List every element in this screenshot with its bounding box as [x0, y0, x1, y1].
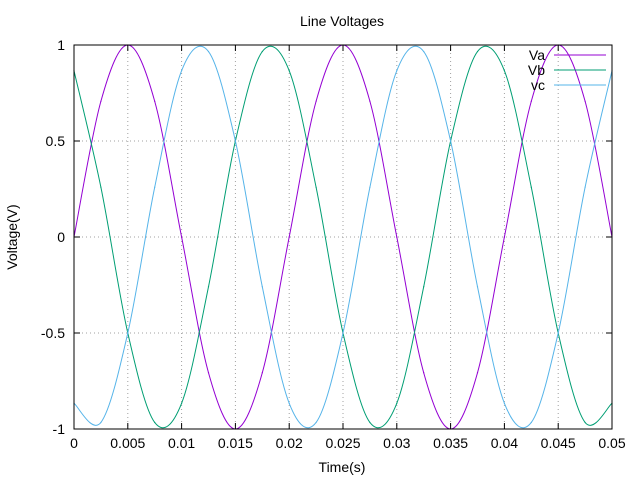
x-tick-label: 0.015 — [218, 435, 253, 451]
x-tick-label: 0.02 — [276, 435, 303, 451]
series-point-vc — [503, 402, 505, 404]
series-point-vc — [261, 286, 263, 288]
series-line-vb — [73, 45, 613, 429]
x-tick-label: 0.035 — [433, 435, 468, 451]
series-point-vb — [154, 421, 156, 424]
series-point-vb — [315, 186, 317, 188]
x-tick-label: 0.04 — [491, 435, 518, 451]
series-point-vc — [288, 402, 290, 404]
series-point-va — [584, 100, 586, 102]
series-point-vb — [207, 286, 210, 288]
series-point-vc — [181, 70, 183, 72]
series-point-vc — [557, 332, 559, 334]
series-point-vc — [342, 332, 344, 334]
chart-title: Line Voltages — [300, 13, 384, 29]
legend-label-vb: Vb — [528, 62, 545, 78]
series-point-va — [423, 372, 425, 374]
series-point-vb — [423, 286, 425, 288]
series-point-vb — [181, 402, 183, 404]
y-tick-label: 1 — [57, 37, 65, 53]
series-point-vc — [369, 186, 371, 188]
series-line-vc — [73, 45, 613, 429]
series-point-vc — [530, 421, 532, 424]
series-point-vb — [261, 50, 263, 53]
x-tick-label: 0.01 — [168, 435, 195, 451]
series-point-va — [396, 236, 398, 238]
series-point-vc — [127, 332, 129, 334]
x-tick-label: 0 — [70, 435, 78, 451]
series-point-vc — [234, 140, 236, 142]
series-point-vb — [530, 186, 532, 188]
series-point-va — [100, 100, 102, 102]
series-point-va — [207, 372, 210, 374]
y-tick-label: 0.5 — [46, 133, 66, 149]
series-point-va — [154, 100, 156, 102]
y-tick-label: -1 — [53, 421, 66, 437]
legend-label-vc: vc — [531, 77, 545, 93]
series-point-vc — [396, 70, 398, 72]
x-tick-label: 0.005 — [110, 435, 145, 451]
series-point-va — [288, 236, 290, 238]
series-point-vc — [423, 50, 425, 53]
series-point-va — [369, 100, 371, 102]
axis-ticks: 0 0.005 0.01 0.015 0.02 0.025 0.03 0.035 0.04 0.0… — [41, 37, 626, 451]
series-point-vc — [207, 50, 210, 53]
x-tick-label: 0.03 — [383, 435, 410, 451]
x-tick-label: 0.05 — [598, 435, 625, 451]
series-point-vb — [584, 421, 586, 424]
series-point-vb — [288, 70, 290, 72]
series-point-vc — [450, 140, 452, 142]
series-point-vb — [476, 50, 479, 53]
series-point-va — [261, 372, 263, 374]
series-point-va — [530, 100, 532, 102]
legend-label-va: Va — [529, 47, 545, 63]
y-axis-label: Voltage(V) — [4, 204, 20, 269]
series-point-vc — [154, 186, 156, 188]
series-point-vb — [503, 70, 505, 72]
x-tick-label: 0.025 — [325, 435, 360, 451]
series-point-va — [315, 100, 317, 102]
y-tick-label: -0.5 — [41, 325, 65, 341]
x-axis-label: Time(s) — [319, 459, 366, 475]
y-tick-label: 0 — [57, 229, 65, 245]
series-point-va — [181, 236, 183, 238]
series-point-vc — [100, 421, 102, 424]
series-point-vc — [315, 421, 317, 424]
series-point-vb — [369, 421, 371, 424]
series-point-va — [503, 236, 505, 238]
series-point-vb — [100, 186, 102, 188]
series-point-va — [476, 372, 479, 374]
x-tick-label: 0.045 — [541, 435, 576, 451]
series-point-vc — [584, 186, 586, 188]
series-point-vb — [396, 402, 398, 404]
series-point-vc — [476, 286, 479, 288]
